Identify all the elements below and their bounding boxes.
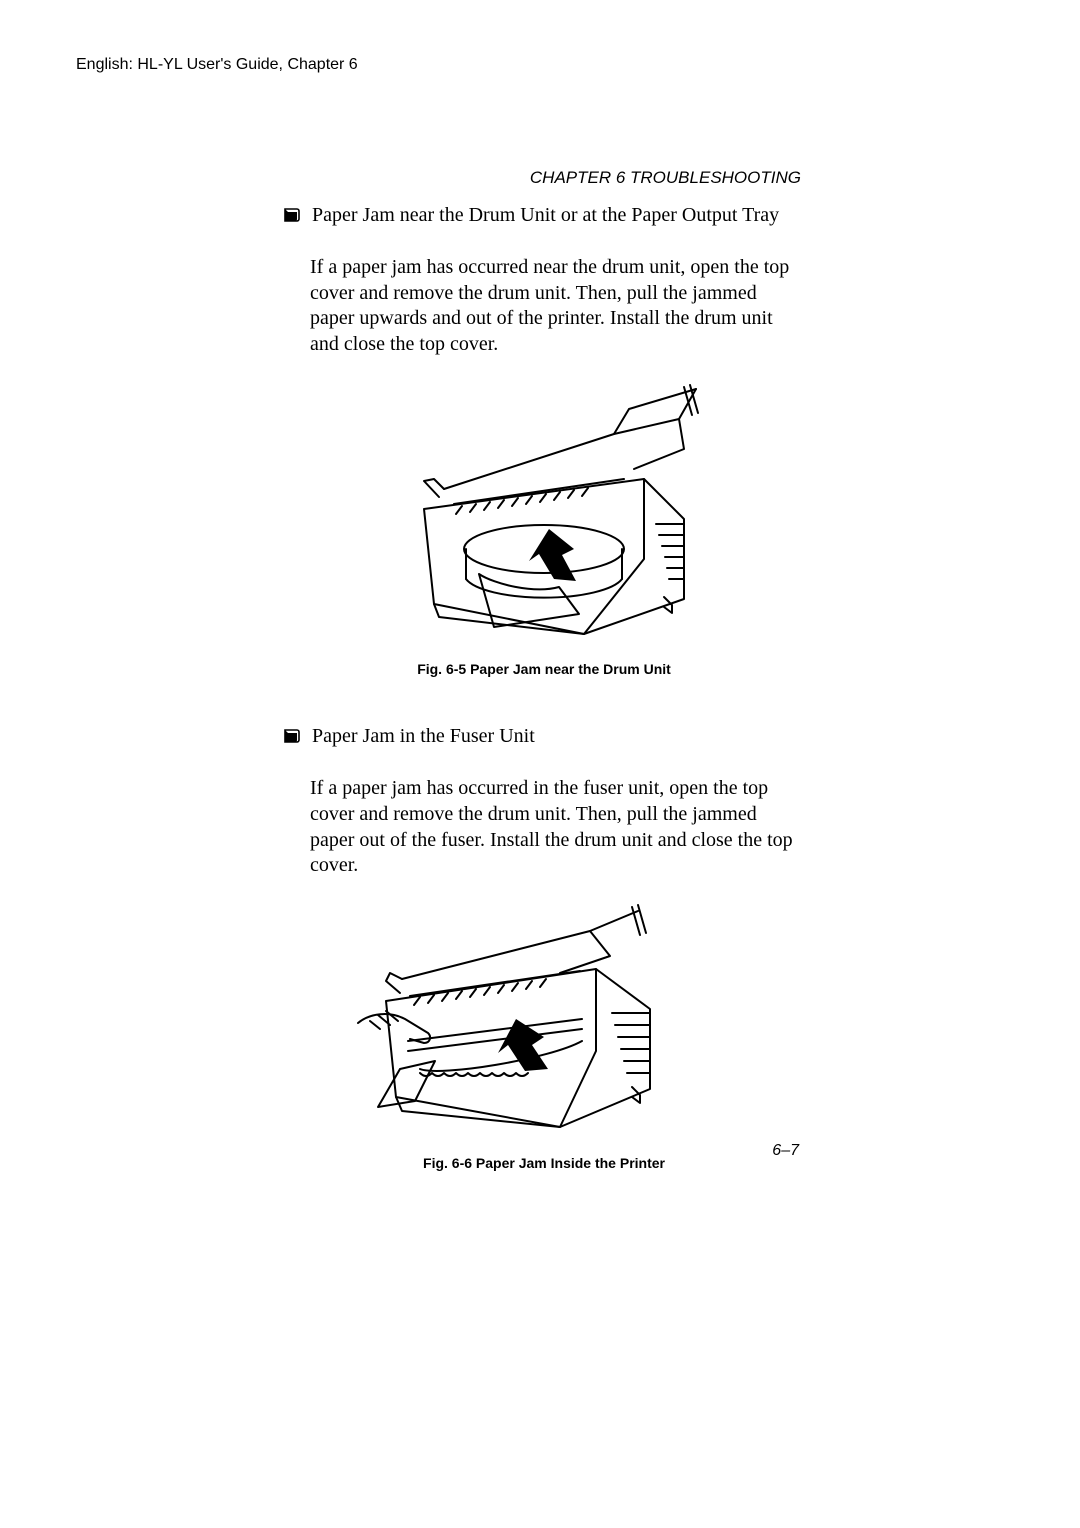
section-heading: Paper Jam in the Fuser Unit	[284, 725, 804, 748]
figure-paper-jam-fuser	[350, 901, 680, 1137]
bullet-icon	[284, 729, 300, 743]
page-number: 6–7	[772, 1142, 799, 1160]
figure-paper-jam-drum	[384, 379, 714, 643]
section-heading: Paper Jam near the Drum Unit or at the P…	[284, 204, 804, 227]
figure-caption: Fig. 6-6 Paper Jam Inside the Printer	[284, 1155, 804, 1171]
section-fuser-unit: Paper Jam in the Fuser Unit If a paper j…	[284, 725, 804, 1170]
doc-header: English: HL-YL User's Guide, Chapter 6	[76, 56, 358, 74]
chapter-header: CHAPTER 6 TROUBLESHOOTING	[530, 168, 801, 188]
bullet-icon	[284, 208, 300, 222]
section-body: If a paper jam has occurred in the fuser…	[310, 776, 804, 878]
section-title: Paper Jam near the Drum Unit or at the P…	[312, 204, 779, 227]
page-content: Paper Jam near the Drum Unit or at the P…	[284, 204, 804, 1219]
figure-caption: Fig. 6-5 Paper Jam near the Drum Unit	[284, 661, 804, 677]
section-body: If a paper jam has occurred near the dru…	[310, 255, 804, 357]
section-title: Paper Jam in the Fuser Unit	[312, 725, 535, 748]
section-drum-unit: Paper Jam near the Drum Unit or at the P…	[284, 204, 804, 677]
